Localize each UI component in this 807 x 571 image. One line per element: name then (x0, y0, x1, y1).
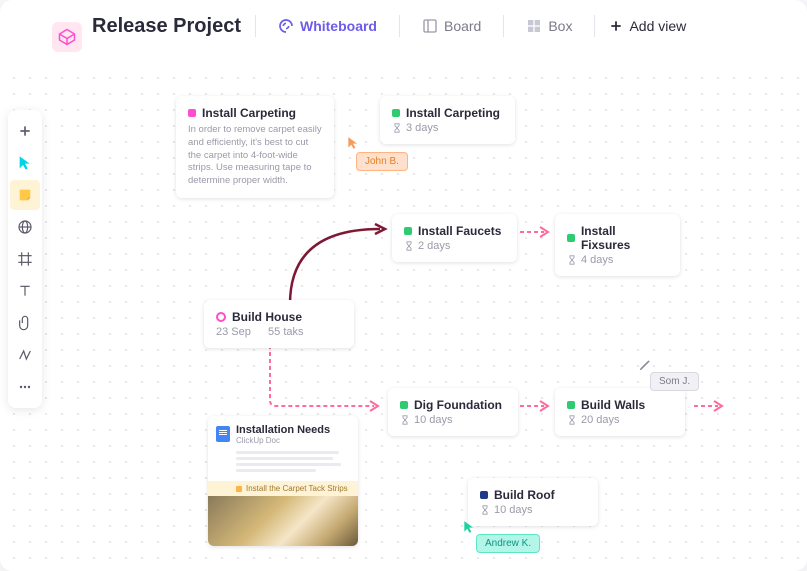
hourglass-icon (400, 415, 410, 425)
status-ring (216, 312, 226, 322)
divider (399, 15, 400, 37)
project-logo (52, 22, 82, 52)
status-dot (392, 109, 400, 117)
card-install-carpeting[interactable]: Install Carpeting 3 days (380, 96, 515, 144)
doc-card[interactable]: Installation Needs ClickUp Doc Install t… (208, 416, 358, 546)
status-dot (567, 401, 575, 409)
header: Release Project Whiteboard Board Box Add… (0, 0, 807, 54)
user-cursor-icon (462, 520, 476, 534)
tool-frame[interactable] (10, 244, 40, 274)
tab-board[interactable]: Board (414, 14, 489, 38)
hourglass-icon (404, 241, 414, 251)
doc-image-preview (208, 496, 358, 546)
project-title: Release Project (92, 15, 241, 38)
divider (503, 15, 504, 37)
connector (280, 219, 400, 309)
card-install-fixtures[interactable]: Install Fixsures 4 days (555, 214, 680, 276)
status-dot (404, 227, 412, 235)
user-cursor-icon (346, 136, 360, 150)
user-tag-john: John B. (356, 152, 408, 171)
connector (690, 396, 730, 416)
card-build-walls[interactable]: Build Walls 20 days (555, 388, 685, 436)
doc-preview-lines (208, 449, 358, 481)
status-dot (400, 401, 408, 409)
card-install-carpeting-desc[interactable]: Install Carpeting In order to remove car… (176, 96, 334, 198)
hourglass-icon (392, 123, 402, 133)
user-tag-som: Som J. (650, 372, 699, 391)
whiteboard-canvas[interactable]: Install Carpeting In order to remove car… (0, 64, 807, 571)
tool-cursor[interactable] (10, 148, 40, 178)
card-dig-foundation[interactable]: Dig Foundation 10 days (388, 388, 518, 436)
status-dot (567, 234, 575, 242)
doc-strip: Install the Carpet Tack Strips (208, 481, 358, 496)
hourglass-icon (567, 255, 577, 265)
tool-text[interactable] (10, 276, 40, 306)
board-icon (422, 18, 438, 34)
status-dot (188, 109, 196, 117)
connector (516, 222, 556, 242)
plus-icon (609, 19, 623, 33)
add-view-button[interactable]: Add view (609, 18, 686, 34)
tool-connector[interactable] (10, 340, 40, 370)
app-window: Release Project Whiteboard Board Box Add… (0, 0, 807, 571)
status-dot (480, 491, 488, 499)
divider (255, 15, 256, 37)
hourglass-icon (480, 505, 490, 515)
card-build-roof[interactable]: Build Roof 10 days (468, 478, 598, 526)
tab-box[interactable]: Box (518, 14, 580, 38)
tool-more[interactable] (10, 372, 40, 402)
card-install-faucets[interactable]: Install Faucets 2 days (392, 214, 517, 262)
tool-note[interactable] (10, 180, 40, 210)
tool-globe[interactable] (10, 212, 40, 242)
user-tag-andrew: Andrew K. (476, 534, 540, 553)
card-build-house[interactable]: Build House 23 Sep 55 taks (204, 300, 354, 348)
box-icon (526, 18, 542, 34)
tool-attachment[interactable] (10, 308, 40, 338)
doc-icon (216, 426, 230, 442)
tab-whiteboard[interactable]: Whiteboard (270, 14, 385, 38)
pencil-icon (638, 358, 652, 372)
connector (516, 396, 556, 416)
tool-add[interactable] (10, 116, 40, 146)
hourglass-icon (567, 415, 577, 425)
toolbar (8, 110, 42, 408)
whiteboard-icon (278, 18, 294, 34)
divider (594, 15, 595, 37)
